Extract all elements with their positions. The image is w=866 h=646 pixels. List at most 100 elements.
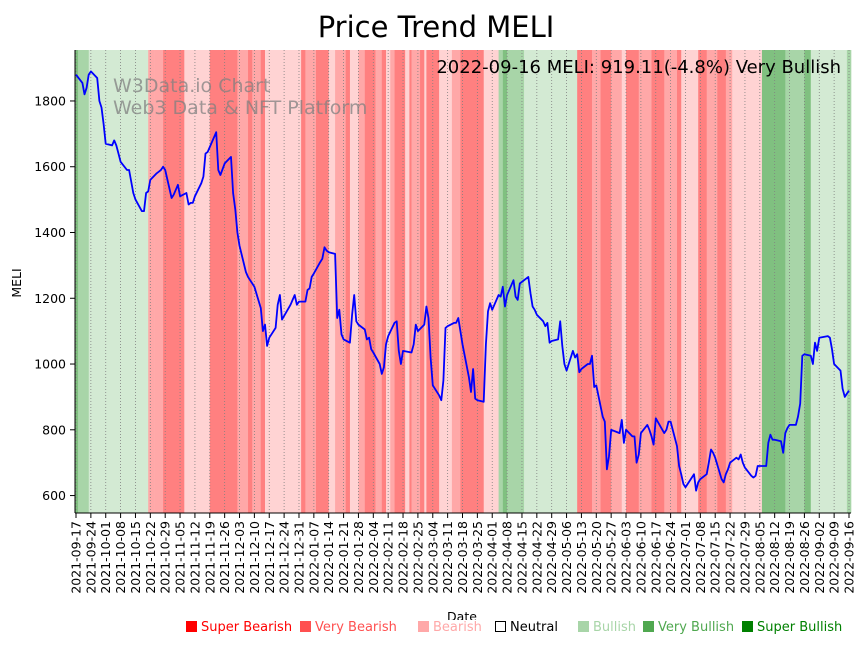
x-tick-label: 2022-06-17 (648, 521, 663, 594)
legend-item-super-bullish: Super Bullish (742, 620, 842, 635)
x-tick-label: 2022-08-26 (797, 521, 812, 594)
x-tick-label: 2021-12-24 (277, 521, 292, 594)
sentiment-band-very-bullish (761, 50, 786, 513)
sentiment-band-neutral-bearish (265, 50, 302, 513)
x-tick-label: 2022-03-11 (440, 521, 455, 594)
sentiment-band-very-bearish (577, 50, 593, 513)
sentiment-band-bearish (451, 50, 461, 513)
x-tick-label: 2021-12-10 (247, 521, 262, 594)
x-tick-label: 2022-02-18 (396, 521, 411, 594)
x-tick-label: 2021-10-15 (128, 521, 143, 594)
y-tick-label: 600 (42, 488, 66, 503)
x-tick-label: 2022-02-04 (366, 521, 381, 594)
x-tick-label: 2022-05-13 (574, 521, 589, 594)
sentiment-band-bullish (785, 50, 805, 513)
legend-label: Bullish (593, 620, 637, 635)
sentiment-band-very-bearish (409, 50, 412, 513)
y-tick-label: 1200 (34, 291, 66, 306)
x-tick-label: 2021-12-03 (232, 521, 247, 594)
y-tick-label: 1600 (34, 159, 66, 174)
x-tick-label: 2022-06-24 (663, 521, 678, 594)
x-tick-label: 2022-05-06 (559, 521, 574, 594)
x-axis-ticks: 2021-09-17 2021-09-24 2021-10-01 2021-10-08… (69, 513, 857, 594)
x-tick-label: 2022-09-16 (842, 521, 857, 594)
legend-swatch-super-bullish (742, 621, 753, 632)
x-tick-label: 2022-09-02 (812, 521, 827, 594)
sentiment-band-very-bearish (315, 50, 330, 513)
legend: Super Bearish Very Bearish Bearish Neutr… (0, 620, 866, 638)
x-tick-label: 2022-01-14 (321, 521, 336, 594)
sentiment-band-bullish (507, 50, 525, 513)
sentiment-band-very-bearish (626, 50, 640, 513)
legend-label: Neutral (510, 620, 558, 635)
sentiment-band-very-bullish (75, 50, 79, 513)
legend-label: Bearish (433, 620, 482, 635)
x-tick-label: 2022-07-08 (693, 521, 708, 594)
x-tick-label: 2022-01-28 (351, 521, 366, 594)
sentiment-band-bearish (375, 50, 383, 513)
sentiment-band-neutral-bullish (810, 50, 848, 513)
sentiment-band-very-bearish (420, 50, 425, 513)
legend-item-neutral: Neutral (495, 620, 558, 635)
sentiment-band-very-bearish (717, 50, 727, 513)
sentiment-band-neutral-bullish (524, 50, 578, 513)
sentiment-band-neutral-bullish (88, 50, 149, 513)
x-tick-label: 2022-07-29 (737, 521, 752, 594)
sentiment-band-very-bearish (260, 50, 266, 513)
x-tick-label: 2022-07-15 (708, 521, 723, 594)
sentiment-band-bearish (335, 50, 347, 513)
x-tick-label: 2022-01-21 (336, 521, 351, 594)
y-tick-label: 1400 (34, 225, 66, 240)
y-axis-label: MELI (9, 268, 24, 297)
x-tick-label: 2021-12-17 (262, 521, 277, 594)
sentiment-band-bearish (358, 50, 366, 513)
sentiment-band-neutral-bearish (681, 50, 699, 513)
sentiment-band-neutral-bearish (405, 50, 410, 513)
sentiment-band-bearish (237, 50, 249, 513)
x-tick-label: 2021-11-19 (202, 521, 217, 594)
sentiment-band-bearish (611, 50, 623, 513)
legend-label: Super Bullish (757, 620, 843, 635)
x-tick-label: 2022-07-22 (723, 521, 738, 594)
sentiment-band-very-bullish (804, 50, 812, 513)
sentiment-band-very-bearish (394, 50, 406, 513)
legend-swatch-bullish (578, 621, 589, 632)
sentiment-band-very-bullish (502, 50, 508, 513)
legend-item-very-bearish: Very Bearish (300, 620, 397, 635)
x-tick-label: 2022-04-22 (529, 521, 544, 594)
y-tick-label: 1000 (34, 357, 66, 372)
legend-label: Very Bullish (658, 620, 735, 635)
x-tick-label: 2021-11-05 (173, 521, 188, 594)
watermark-line-1: W3Data.io Chart (113, 75, 270, 97)
x-tick-label: 2022-03-18 (455, 521, 470, 594)
price-trend-chart: Price Trend MELI W3Data.io Chart Web3 Da… (9, 10, 857, 620)
legend-swatch-super-bearish (186, 621, 197, 632)
sentiment-band-very-bearish (698, 50, 708, 513)
chart-title: Price Trend MELI (318, 10, 555, 44)
sentiment-band-bearish (411, 50, 421, 513)
sentiment-band-neutral-bearish (621, 50, 627, 513)
chart-subtitle: 2022-09-16 MELI: 919.11(-4.8%) Very Bull… (436, 57, 841, 78)
legend-item-bullish: Bullish (578, 620, 636, 635)
x-tick-label: 2022-02-25 (410, 521, 425, 594)
sentiment-band-very-bearish (381, 50, 387, 513)
sentiment-band-very-bearish (364, 50, 376, 513)
x-tick-label: 2022-07-01 (678, 521, 693, 594)
sentiment-band-bullish (498, 50, 504, 513)
sentiment-band-bearish (252, 50, 262, 513)
sentiment-band-neutral-bearish (184, 50, 211, 513)
sentiment-band-neutral-bearish (483, 50, 499, 513)
sentiment-bands (75, 50, 852, 513)
x-tick-label: 2022-06-03 (619, 521, 634, 594)
sentiment-band-bearish (706, 50, 718, 513)
sentiment-band-bearish (638, 50, 652, 513)
sentiment-band-neutral-bearish (732, 50, 763, 513)
x-tick-label: 2021-11-12 (187, 521, 202, 594)
x-tick-label: 2021-10-08 (113, 521, 128, 594)
x-tick-label: 2022-03-04 (425, 521, 440, 594)
x-axis-label: Date (447, 609, 477, 620)
x-tick-label: 2022-09-09 (827, 521, 842, 594)
x-tick-label: 2022-08-19 (782, 521, 797, 594)
sentiment-band-very-bearish-light (154, 50, 164, 513)
sentiment-band-very-bearish (345, 50, 351, 513)
